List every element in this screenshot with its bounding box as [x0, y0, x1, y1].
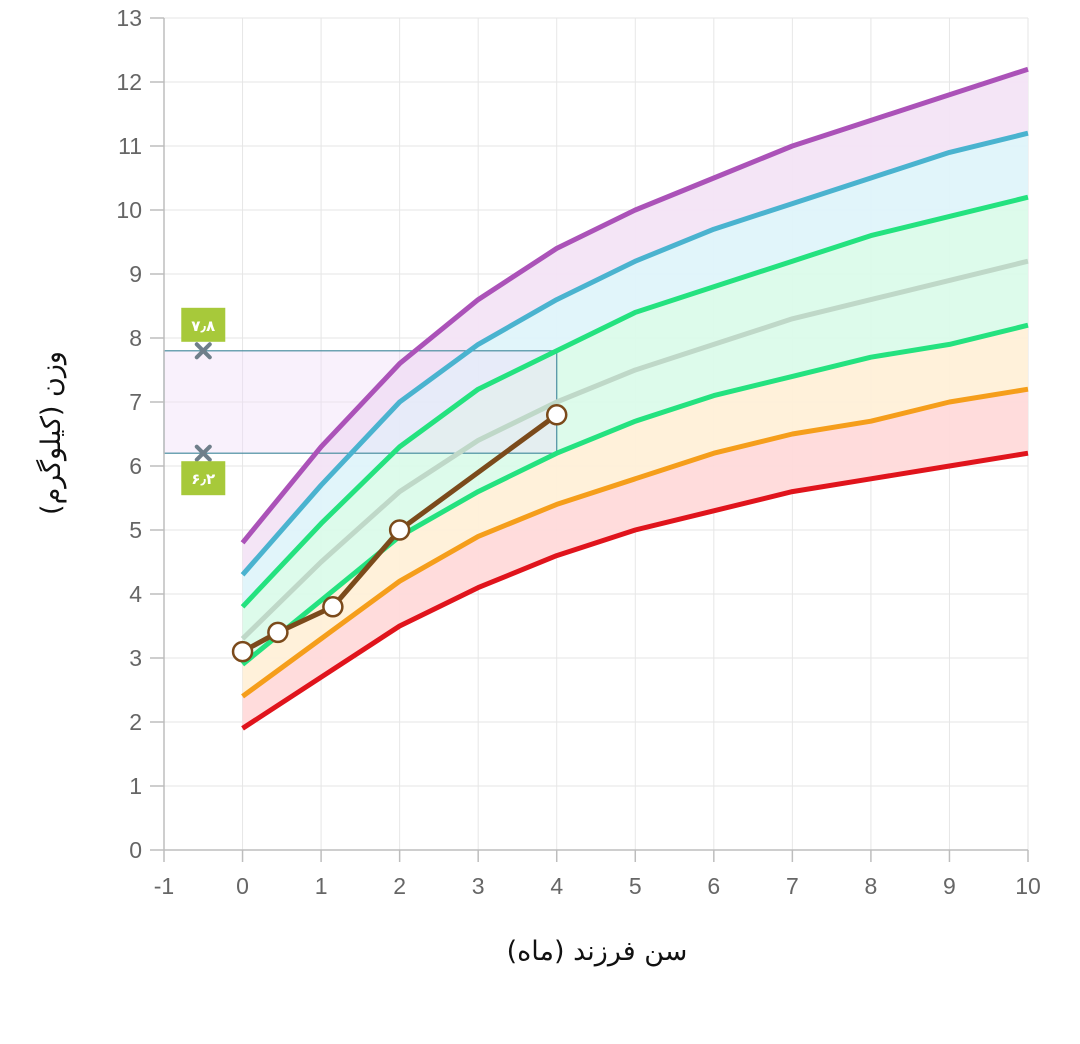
data-point: [388, 519, 411, 541]
reference-curve-2: [241, 386, 1029, 699]
x-tick-label: 7: [786, 873, 799, 899]
badge-background: [181, 461, 226, 496]
x-axis-title: سن فرزند (ماه): [507, 936, 688, 967]
min-range-marker: [194, 444, 212, 462]
y-tick-label: 2: [129, 709, 142, 735]
max-range-badge: ۷٫۸: [181, 307, 226, 342]
percentile-curves: [240, 66, 1029, 731]
y-tick-label: 13: [116, 5, 142, 31]
y-tick-label: 5: [129, 517, 142, 543]
cross-stroke: [194, 444, 212, 462]
band-curve-6: [242, 69, 1028, 575]
y-tick-label: 9: [129, 261, 142, 287]
x-tick-label: 1: [315, 873, 328, 899]
data-point: [231, 640, 254, 663]
y-tick-label: 4: [129, 581, 142, 607]
x-tick-label: -1: [154, 873, 174, 899]
reference-curve-6: [240, 130, 1029, 577]
child-weight-series: [231, 404, 568, 663]
y-tick-label: 3: [129, 645, 142, 671]
y-tick-label: 6: [129, 453, 142, 479]
band-curve-1: [242, 389, 1028, 729]
badge-label: ۶٫۲: [191, 470, 215, 488]
y-tick-label: 11: [118, 133, 142, 159]
y-axis-title: وزن (کیلوگرم): [35, 351, 67, 515]
reference-curve-5: [240, 194, 1029, 609]
band-curve-2: [242, 325, 1028, 697]
reference-curve-4: [240, 258, 1029, 641]
data-point: [545, 404, 568, 426]
y-tick-label: 7: [129, 389, 142, 415]
cross-stroke: [194, 342, 212, 360]
badge-label: ۷٫۸: [191, 317, 215, 335]
range-markers: ۷٫۸ ۶٫۲: [181, 307, 226, 496]
y-tick-label: 0: [129, 837, 142, 863]
data-point: [322, 596, 344, 618]
x-tick-label: 10: [1015, 873, 1041, 899]
badge-background: [181, 307, 226, 342]
y-tick-label: 12: [116, 69, 142, 95]
x-tick-label: 5: [629, 873, 642, 899]
x-tick-label: 2: [393, 873, 406, 899]
x-tick-label: 0: [236, 873, 249, 899]
x-tick-label: 4: [550, 873, 563, 899]
y-tick-label: 10: [116, 197, 142, 223]
x-tick-label: 8: [865, 873, 878, 899]
data-point: [267, 621, 289, 644]
reference-curve-1: [241, 450, 1029, 731]
x-tick-label: 9: [943, 873, 956, 899]
max-range-marker: [194, 342, 212, 360]
band-curve-3: [242, 261, 1028, 665]
y-tick-label: 8: [129, 325, 142, 351]
x-tick-label: 6: [707, 873, 720, 899]
y-tick-label: 1: [129, 773, 142, 799]
band-curve-5: [242, 133, 1028, 607]
reference-curve-7: [240, 66, 1029, 545]
min-range-badge: ۶٫۲: [181, 461, 226, 496]
x-tick-label: 3: [472, 873, 485, 899]
